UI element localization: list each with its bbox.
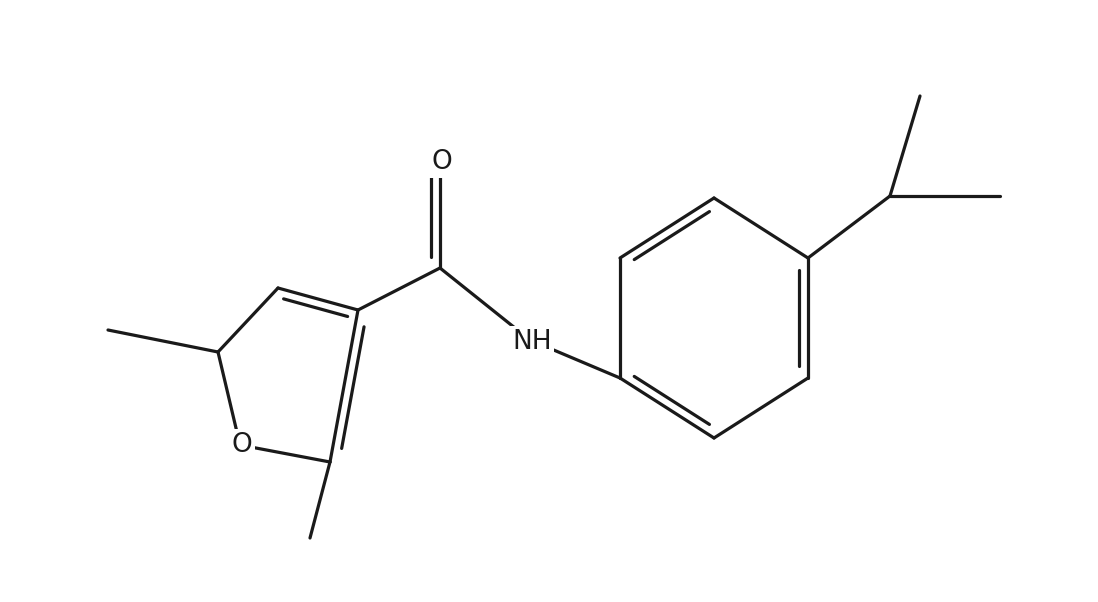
Text: O: O xyxy=(232,432,253,458)
Text: NH: NH xyxy=(512,329,552,355)
Text: O: O xyxy=(432,149,452,175)
